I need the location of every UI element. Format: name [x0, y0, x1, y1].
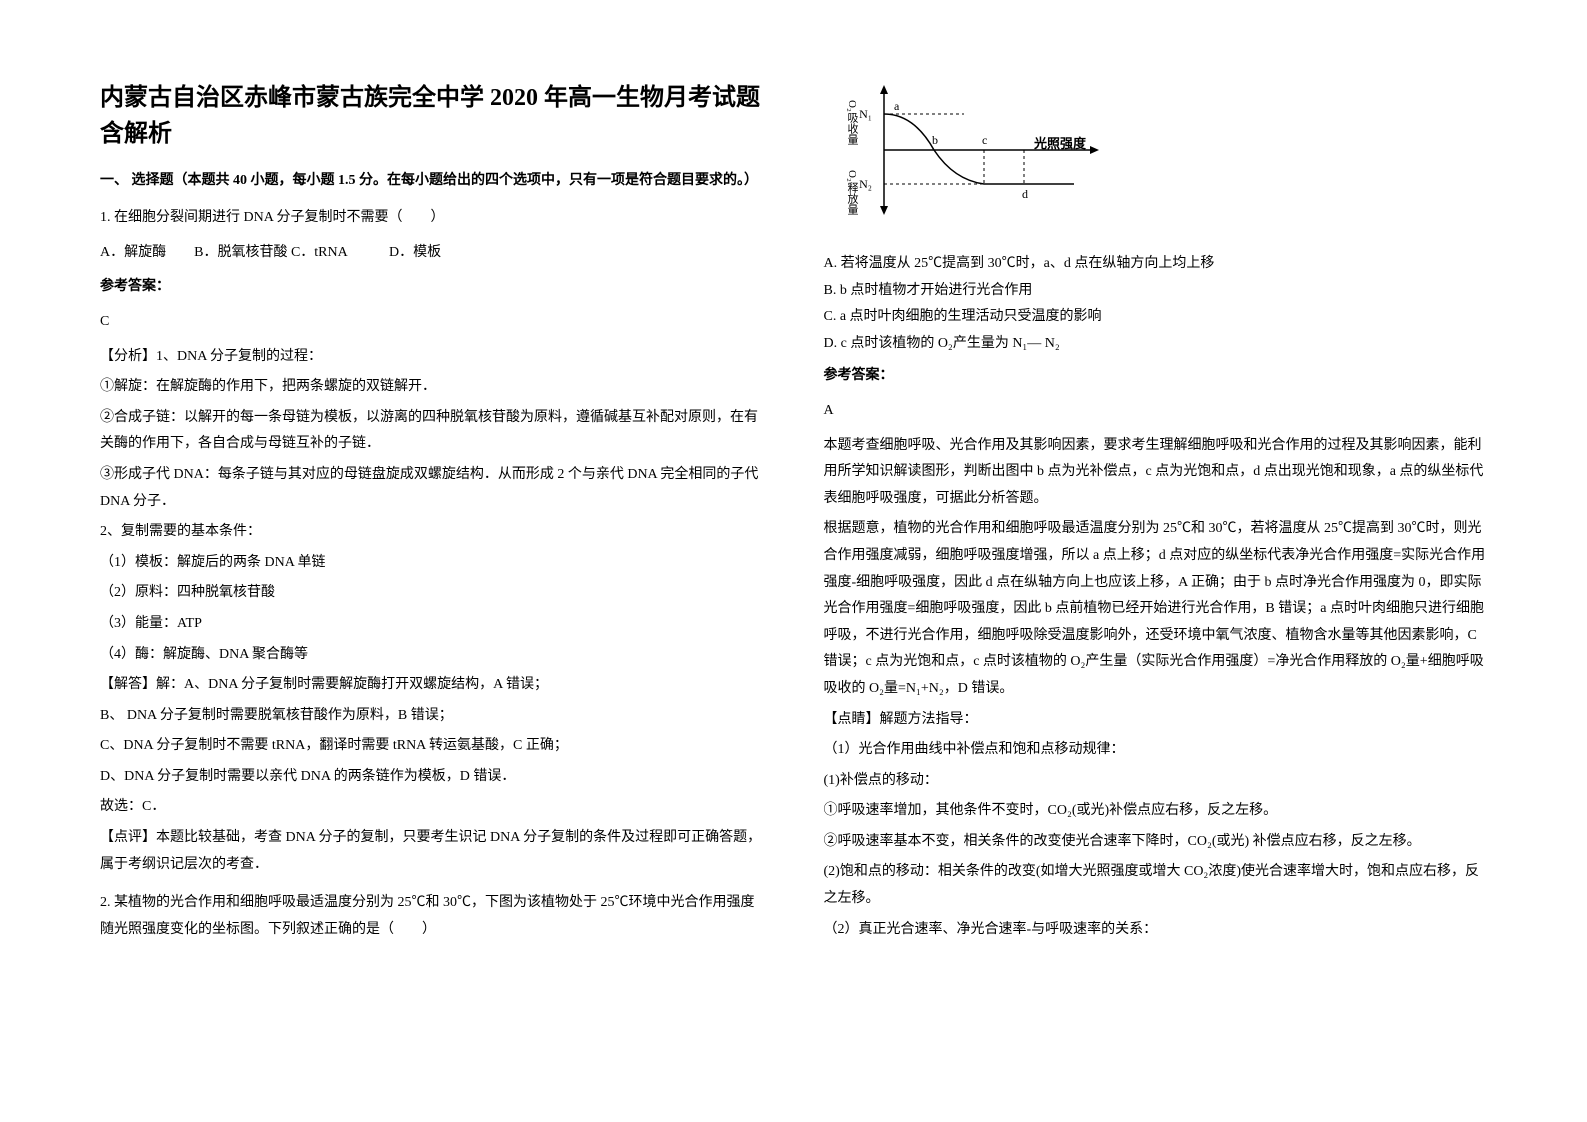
q1-answer: C [100, 309, 764, 336]
right-column: N₁ N₂ a b c d O₂吸收量 O₂释放量 光照强度 A. [824, 80, 1488, 1042]
point-a: a [894, 99, 900, 113]
point-b: b [932, 133, 938, 147]
q1-analysis-9: 【解答】解：A、DNA 分子复制时需要解旋酶打开双螺旋结构，A 错误； [100, 672, 764, 699]
tick-n2: N₂ [859, 177, 872, 191]
q2-option-b: B. b 点时植物才开始进行光合作用 [824, 278, 1488, 305]
q2-option-c: C. a 点时叶肉细胞的生理活动只受温度的影响 [824, 304, 1488, 331]
q1-answer-label: 参考答案： [100, 274, 764, 301]
q2-analysis-4: (1)补偿点的移动： [824, 768, 1488, 795]
q1-analysis-13: 故选：C． [100, 794, 764, 821]
q1-analysis-4: 2、复制需要的基本条件： [100, 519, 764, 546]
q2-option-a: A. 若将温度从 25℃提高到 30℃时，a、d 点在纵轴方向上均上移 [824, 251, 1488, 278]
q2-analysis-3: （1）光合作用曲线中补偿点和饱和点移动规律： [824, 737, 1488, 764]
q1-analysis-5: （1）模板：解旋后的两条 DNA 单链 [100, 550, 764, 577]
point-c: c [982, 133, 987, 147]
y-bottom-label: O₂释放量 [846, 170, 859, 215]
chart-svg: N₁ N₂ a b c d O₂吸收量 O₂释放量 光照强度 [844, 80, 1124, 230]
q1-analysis-3: ③形成子代 DNA：每条子链与其对应的母链盘旋成双螺旋结构．从而形成 2 个与亲… [100, 462, 764, 515]
q2-analysis-6: ②呼吸速率基本不变，相关条件的改变使光合速率下降时，CO₂(或光) 补偿点应右移… [824, 829, 1488, 856]
q1-analysis-7: （3）能量：ATP [100, 611, 764, 638]
q2-analysis-1: 根据题意，植物的光合作用和细胞呼吸最适温度分别为 25℃和 30℃，若将温度从 … [824, 516, 1488, 702]
q1-analysis-2: ②合成子链：以解开的每一条母链为模板，以游离的四种脱氧核苷酸为原料，遵循碱基互补… [100, 405, 764, 458]
q1-analysis-11: C、DNA 分子复制时不需要 tRNA，翻译时需要 tRNA 转运氨基酸，C 正… [100, 733, 764, 760]
q1-analysis-0: 【分析】1、DNA 分子复制的过程： [100, 344, 764, 371]
section-header: 一、 选择题（本题共 40 小题，每小题 1.5 分。在每小题给出的四个选项中，… [100, 168, 764, 193]
q1-analysis-6: （2）原料：四种脱氧核苷酸 [100, 580, 764, 607]
point-d: d [1022, 187, 1028, 201]
q2-analysis-0: 本题考查细胞呼吸、光合作用及其影响因素，要求考生理解细胞呼吸和光合作用的过程及其… [824, 433, 1488, 513]
q2-option-d: D. c 点时该植物的 O₂产生量为 N₁— N₂ [824, 331, 1488, 358]
q2-stem: 2. 某植物的光合作用和细胞呼吸最适温度分别为 25℃和 30℃，下图为该植物处… [100, 890, 764, 943]
q1-analysis-1: ①解旋：在解旋酶的作用下，把两条螺旋的双链解开． [100, 374, 764, 401]
q1-analysis-14: 【点评】本题比较基础，考查 DNA 分子的复制，只要考生识记 DNA 分子复制的… [100, 825, 764, 878]
q1-analysis-8: （4）酶：解旋酶、DNA 聚合酶等 [100, 642, 764, 669]
q2-analysis-2: 【点睛】解题方法指导： [824, 707, 1488, 734]
y-top-label: O₂吸收量 [846, 100, 859, 145]
q1-options: A．解旋酶 B．脱氧核苷酸 C．tRNA D．模板 [100, 240, 764, 267]
q1-analysis-12: D、DNA 分子复制时需要以亲代 DNA 的两条链作为模板，D 错误． [100, 764, 764, 791]
tick-n1: N₁ [859, 107, 872, 121]
q2-answer: A [824, 398, 1488, 425]
q1-stem: 1. 在细胞分裂间期进行 DNA 分子复制时不需要（ ） [100, 205, 764, 232]
x-label: 光照强度 [1033, 136, 1087, 151]
q2-analysis-7: (2)饱和点的移动：相关条件的改变(如增大光照强度或增大 CO₂浓度)使光合速率… [824, 859, 1488, 912]
left-column: 内蒙古自治区赤峰市蒙古族完全中学 2020 年高一生物月考试题含解析 一、 选择… [100, 80, 764, 1042]
q2-analysis-8: （2）真正光合速率、净光合速率-与呼吸速率的关系： [824, 917, 1488, 944]
document-title: 内蒙古自治区赤峰市蒙古族完全中学 2020 年高一生物月考试题含解析 [100, 80, 764, 152]
q2-analysis-5: ①呼吸速率增加，其他条件不变时，CO₂(或光)补偿点应右移，反之左移。 [824, 798, 1488, 825]
q2-diagram: N₁ N₂ a b c d O₂吸收量 O₂释放量 光照强度 [844, 80, 1488, 235]
q2-answer-label: 参考答案： [824, 363, 1488, 390]
q1-analysis-10: B、 DNA 分子复制时需要脱氧核苷酸作为原料，B 错误； [100, 703, 764, 730]
